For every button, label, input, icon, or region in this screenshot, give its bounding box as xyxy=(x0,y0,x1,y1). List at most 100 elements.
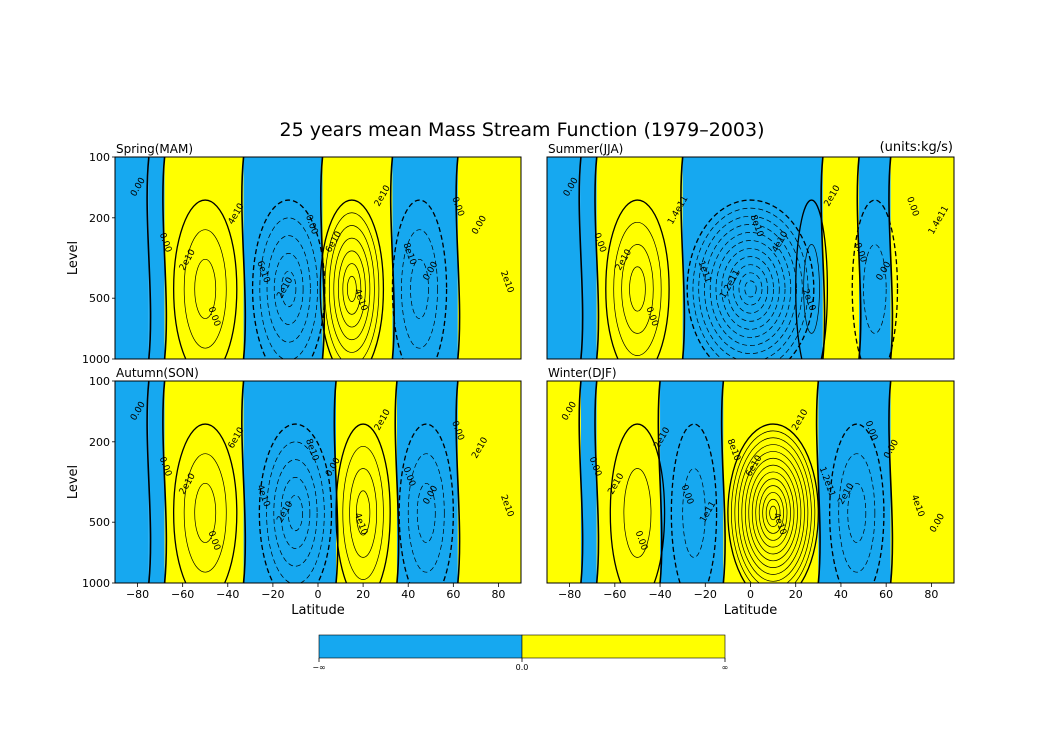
sign-region xyxy=(547,157,581,359)
panel-title: Spring(MAM) xyxy=(116,142,193,156)
cell-contour xyxy=(173,199,238,359)
colorbar: −∞ 0.0 ∞ xyxy=(312,634,729,672)
cell-contour xyxy=(391,199,448,359)
cell-contour xyxy=(828,423,885,583)
x-axis-label: Latitude xyxy=(291,603,345,618)
sign-region xyxy=(890,157,954,359)
cell-contour xyxy=(266,235,311,343)
cell-contour xyxy=(183,453,227,573)
cell-contour xyxy=(838,453,876,573)
cell-contour xyxy=(355,490,371,536)
cell-contour xyxy=(335,423,391,583)
zero-contour xyxy=(578,157,584,359)
cell-contour xyxy=(692,207,809,359)
panel-frame xyxy=(546,156,955,360)
y-tick-label: 100 xyxy=(89,151,110,164)
sign-region xyxy=(660,381,724,583)
cell-contour xyxy=(407,453,445,573)
cell-contour xyxy=(183,229,227,349)
cell-contour xyxy=(727,423,819,583)
x-tick-label: 20 xyxy=(356,588,370,601)
x-tick-label: 20 xyxy=(789,588,803,601)
cell-contour xyxy=(328,225,375,353)
zero-contour xyxy=(394,381,400,583)
cell-contour xyxy=(744,457,802,568)
cell-contour xyxy=(398,423,454,583)
sign-region xyxy=(818,381,891,583)
y-tick-label: 500 xyxy=(89,292,110,305)
x-axis-label: Latitude xyxy=(724,603,778,618)
cell-contour xyxy=(273,253,304,325)
zero-contour xyxy=(815,381,821,583)
cell-contour xyxy=(258,423,333,583)
cell-contour xyxy=(337,250,366,328)
panel-frame xyxy=(114,156,522,360)
panel-title: Winter(DJF) xyxy=(548,366,617,380)
cell-contour xyxy=(613,221,662,356)
cell-contour xyxy=(755,478,791,548)
cell-contour xyxy=(629,266,646,312)
sign-region xyxy=(243,381,337,583)
sign-region xyxy=(890,381,954,583)
cell-contour xyxy=(194,258,217,319)
cell-contour xyxy=(715,240,786,338)
sign-region xyxy=(392,157,458,359)
zero-contour xyxy=(578,381,584,583)
zero-contour xyxy=(594,157,600,359)
colorbar-label-max: ∞ xyxy=(722,663,729,672)
cell-contour xyxy=(324,212,380,359)
cell-contour xyxy=(287,494,304,532)
colorbar-label-min: −∞ xyxy=(312,663,325,672)
x-tick-label: 60 xyxy=(446,588,460,601)
zero-contour xyxy=(594,381,600,583)
cell-contour xyxy=(416,482,436,543)
cell-contour xyxy=(266,441,325,583)
y-tick-label: 200 xyxy=(89,436,110,449)
x-tick-label: −60 xyxy=(603,588,626,601)
cell-contour xyxy=(670,423,718,583)
cell-contour xyxy=(280,477,311,549)
cell-contour xyxy=(741,451,805,575)
sign-region xyxy=(596,381,661,583)
cell-contour xyxy=(281,270,297,308)
x-tick-label: −40 xyxy=(648,588,671,601)
sign-region xyxy=(596,157,683,359)
cell-contour xyxy=(704,223,797,354)
cell-contour xyxy=(769,505,777,521)
cell-contour xyxy=(698,215,803,359)
cell-contour xyxy=(721,248,780,330)
cell-contour xyxy=(863,244,887,334)
x-tick-label: −80 xyxy=(558,588,581,601)
cell-contour xyxy=(803,244,820,334)
zero-contour xyxy=(720,381,726,583)
sign-region xyxy=(164,157,244,359)
x-tick-label: 60 xyxy=(879,588,893,601)
cell-contour xyxy=(732,264,769,314)
x-tick-label: −20 xyxy=(694,588,717,601)
cell-contour xyxy=(709,232,792,346)
sign-region xyxy=(822,157,860,359)
zero-contour xyxy=(888,381,894,583)
panel-spring: 0.000.002e100.004e106e102e100.006e104e10… xyxy=(66,142,522,366)
x-tick-label: 80 xyxy=(491,588,505,601)
sign-region xyxy=(148,381,165,583)
y-tick-label: 100 xyxy=(89,375,110,388)
x-tick-label: −20 xyxy=(261,588,284,601)
sign-region xyxy=(682,157,823,359)
x-tick-label: 40 xyxy=(401,588,415,601)
zero-contour xyxy=(888,157,894,359)
colorbar-negative xyxy=(318,634,523,659)
sign-region xyxy=(115,381,149,583)
cell-contour xyxy=(762,492,784,534)
y-axis-label: Level xyxy=(66,241,81,275)
x-tick-label: −40 xyxy=(216,588,239,601)
cell-contour xyxy=(605,199,670,359)
panel-winter: 0.000.002e100.002e100.001e118e106e104e10… xyxy=(546,366,955,618)
panel-title: Summer(JJA) xyxy=(548,142,623,156)
zero-contour xyxy=(657,381,663,583)
units-note: (units:kg/s) xyxy=(880,140,953,155)
cell-contour xyxy=(748,464,798,562)
sign-region xyxy=(580,157,597,359)
sign-region xyxy=(859,157,891,359)
